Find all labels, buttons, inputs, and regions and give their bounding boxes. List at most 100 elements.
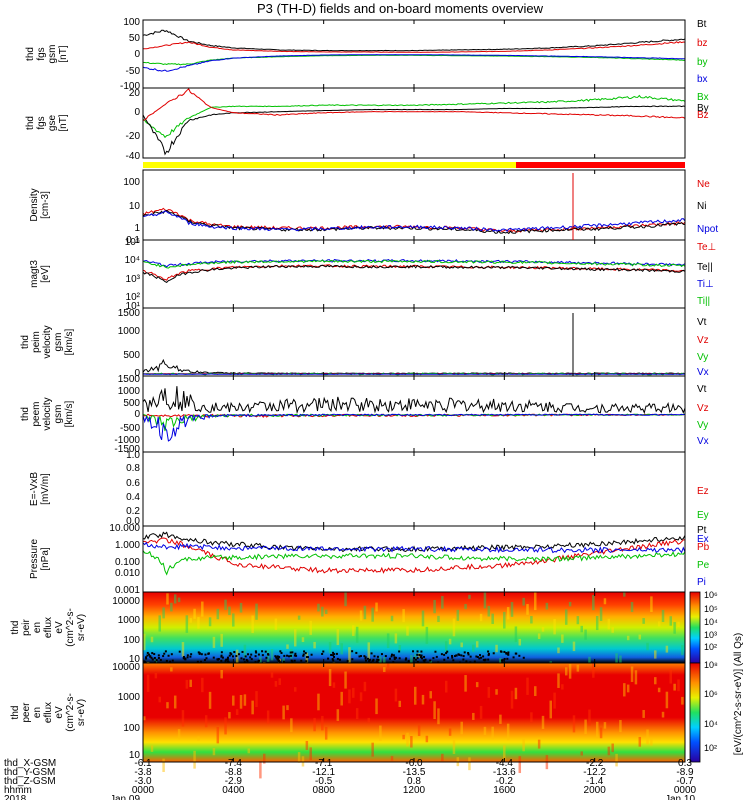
peir-texture [270,649,274,661]
peir-noise-dot [288,655,291,658]
legend-entry: Te⊥ [697,242,716,253]
peer-texture [274,680,278,687]
peir-noise-dot [278,660,281,663]
peer-texture [537,739,541,749]
peer-texture [468,757,471,771]
peir-noise-dot [503,657,506,660]
peir-texture [580,625,583,633]
peer-texture [584,719,587,735]
peir-noise-dot [447,656,450,659]
peer-texture [150,745,154,752]
y-tick-label: 0 [134,49,140,60]
peir-noise-dot [225,658,228,661]
peer-texture [673,683,676,691]
x-tick-value: -8.9 [676,767,694,778]
panel-peer: 10000 1000 100 10 thd peer en eflux eV (cm^2-s-sr… [10,662,686,779]
y-tick-label: 1000 [118,386,141,397]
y-tick-label: -500 [120,423,140,434]
peir-noise-dot [321,652,324,655]
peer-texture [235,709,239,716]
panel-frame [142,19,686,89]
peir-noise-dot [289,651,292,654]
y-tick-label: 1500 [118,308,141,319]
peir-noise-dot [255,651,258,654]
peir-noise-dot [418,654,421,657]
peir-noise-dot [295,654,298,657]
colorbar-lower [689,662,701,763]
peer-texture [576,664,580,672]
peer-texture [650,737,653,746]
peir-noise-dot [480,656,483,659]
peir-texture [402,609,405,623]
x-tick-value: 0400 [222,785,245,796]
y-axis-label: [cm-3] [40,191,51,219]
peir-texture [650,596,653,612]
peir-noise-dot [220,659,223,662]
peir-noise-dot [247,653,250,656]
peer-texture [572,715,576,733]
y-axis-label: [eV] [40,265,51,283]
x-tick-value: -12.2 [583,767,606,778]
legend-entry: Ex [697,534,709,545]
peir-noise-dot [264,650,267,653]
peer-texture [146,674,150,692]
y-axis-label: velocity [42,397,53,430]
peir-noise-dot [212,656,215,659]
peir-noise-dot [420,650,423,653]
legend-entry: Vz [697,335,709,346]
y-axis-label: peer [21,702,32,723]
peir-noise-dot [332,654,335,657]
peer-texture [317,693,320,711]
peer-texture [286,705,289,711]
x-tick-value: -13.6 [493,767,516,778]
peer-texture [170,667,173,672]
peir-noise-dot [165,659,168,662]
x-tick-value: 0800 [313,785,336,796]
peer-texture [568,663,572,679]
panel-pressure: 10.000 1.000 0.1000.010 0.001 Pressure [nPa] P… [29,523,710,596]
peir-texture [274,618,278,630]
y-axis-label: magt3 [29,260,40,288]
series-pressure-Pb [142,537,685,574]
peir-texture [212,636,216,648]
peir-noise-dot [416,657,419,660]
peir-noise-dot [171,659,174,662]
peer-texture [448,728,452,736]
peir-texture [441,596,444,609]
peir-noise-dot [205,657,208,660]
peer-texture [503,745,506,762]
panel-frame [142,451,686,527]
peer-texture [278,678,281,685]
peir-texture [173,594,177,604]
x-row-label: thd_Y-GSM [4,767,55,778]
peer-texture [677,679,680,692]
peir-noise-dot [501,659,504,662]
peer-texture [421,694,425,705]
y-tick-label: 0.4 [126,492,140,503]
peer-texture [193,750,196,769]
peir-noise-dot [392,661,395,664]
peir-noise-dot [366,657,369,660]
panel-frame [142,239,686,309]
peir-noise-dot [335,652,338,655]
y-axis-label: gsm [53,405,64,424]
peir-noise-dot [304,652,307,655]
y-axis-label: [km/s] [64,328,75,355]
peir-noise-dot [446,650,449,653]
peir-noise-dot [250,653,253,656]
peir-noise-dot [351,650,354,653]
peer-texture [355,708,359,720]
peer-texture [352,687,355,698]
peir-noise-dot [250,658,253,661]
peir-texture [584,629,587,640]
peir-noise-dot [422,659,425,662]
peir-texture [460,642,463,648]
legend-entry: Npot [697,224,718,235]
peir-noise-dot [289,654,292,657]
peir-noise-dot [429,659,432,662]
peir-noise-dot [368,658,371,661]
peir-noise-dot [365,659,368,662]
peer-texture [406,732,409,747]
peer-texture [661,711,665,718]
peir-noise-dot [157,654,160,657]
